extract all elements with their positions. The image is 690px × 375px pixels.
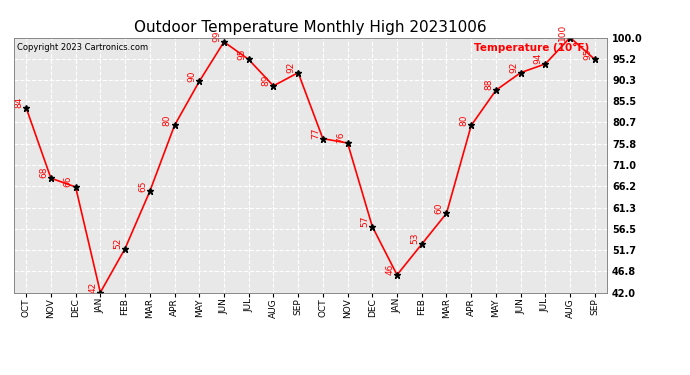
Text: 76: 76 [336,132,345,143]
Text: 66: 66 [64,176,73,187]
Text: Temperature (10°F): Temperature (10°F) [474,43,589,52]
Text: 57: 57 [361,215,370,227]
Text: 53: 53 [410,233,419,244]
Text: 94: 94 [533,53,542,64]
Text: 84: 84 [14,97,23,108]
Text: 95: 95 [583,48,592,60]
Text: 92: 92 [286,62,295,73]
Text: 42: 42 [88,281,97,292]
Text: 77: 77 [311,128,320,139]
Text: 65: 65 [138,180,147,192]
Text: 99: 99 [213,31,221,42]
Text: 60: 60 [435,202,444,213]
Text: 95: 95 [237,48,246,60]
Text: 100: 100 [558,23,567,40]
Text: 90: 90 [188,70,197,82]
Text: 68: 68 [39,167,48,178]
Text: 80: 80 [460,114,469,126]
Text: 52: 52 [113,237,122,249]
Text: 80: 80 [163,114,172,126]
Title: Outdoor Temperature Monthly High 20231006: Outdoor Temperature Monthly High 2023100… [134,20,487,35]
Text: 89: 89 [262,75,270,86]
Text: 92: 92 [509,62,518,73]
Text: Copyright 2023 Cartronics.com: Copyright 2023 Cartronics.com [17,43,148,52]
Text: 46: 46 [385,264,394,275]
Text: 88: 88 [484,79,493,90]
